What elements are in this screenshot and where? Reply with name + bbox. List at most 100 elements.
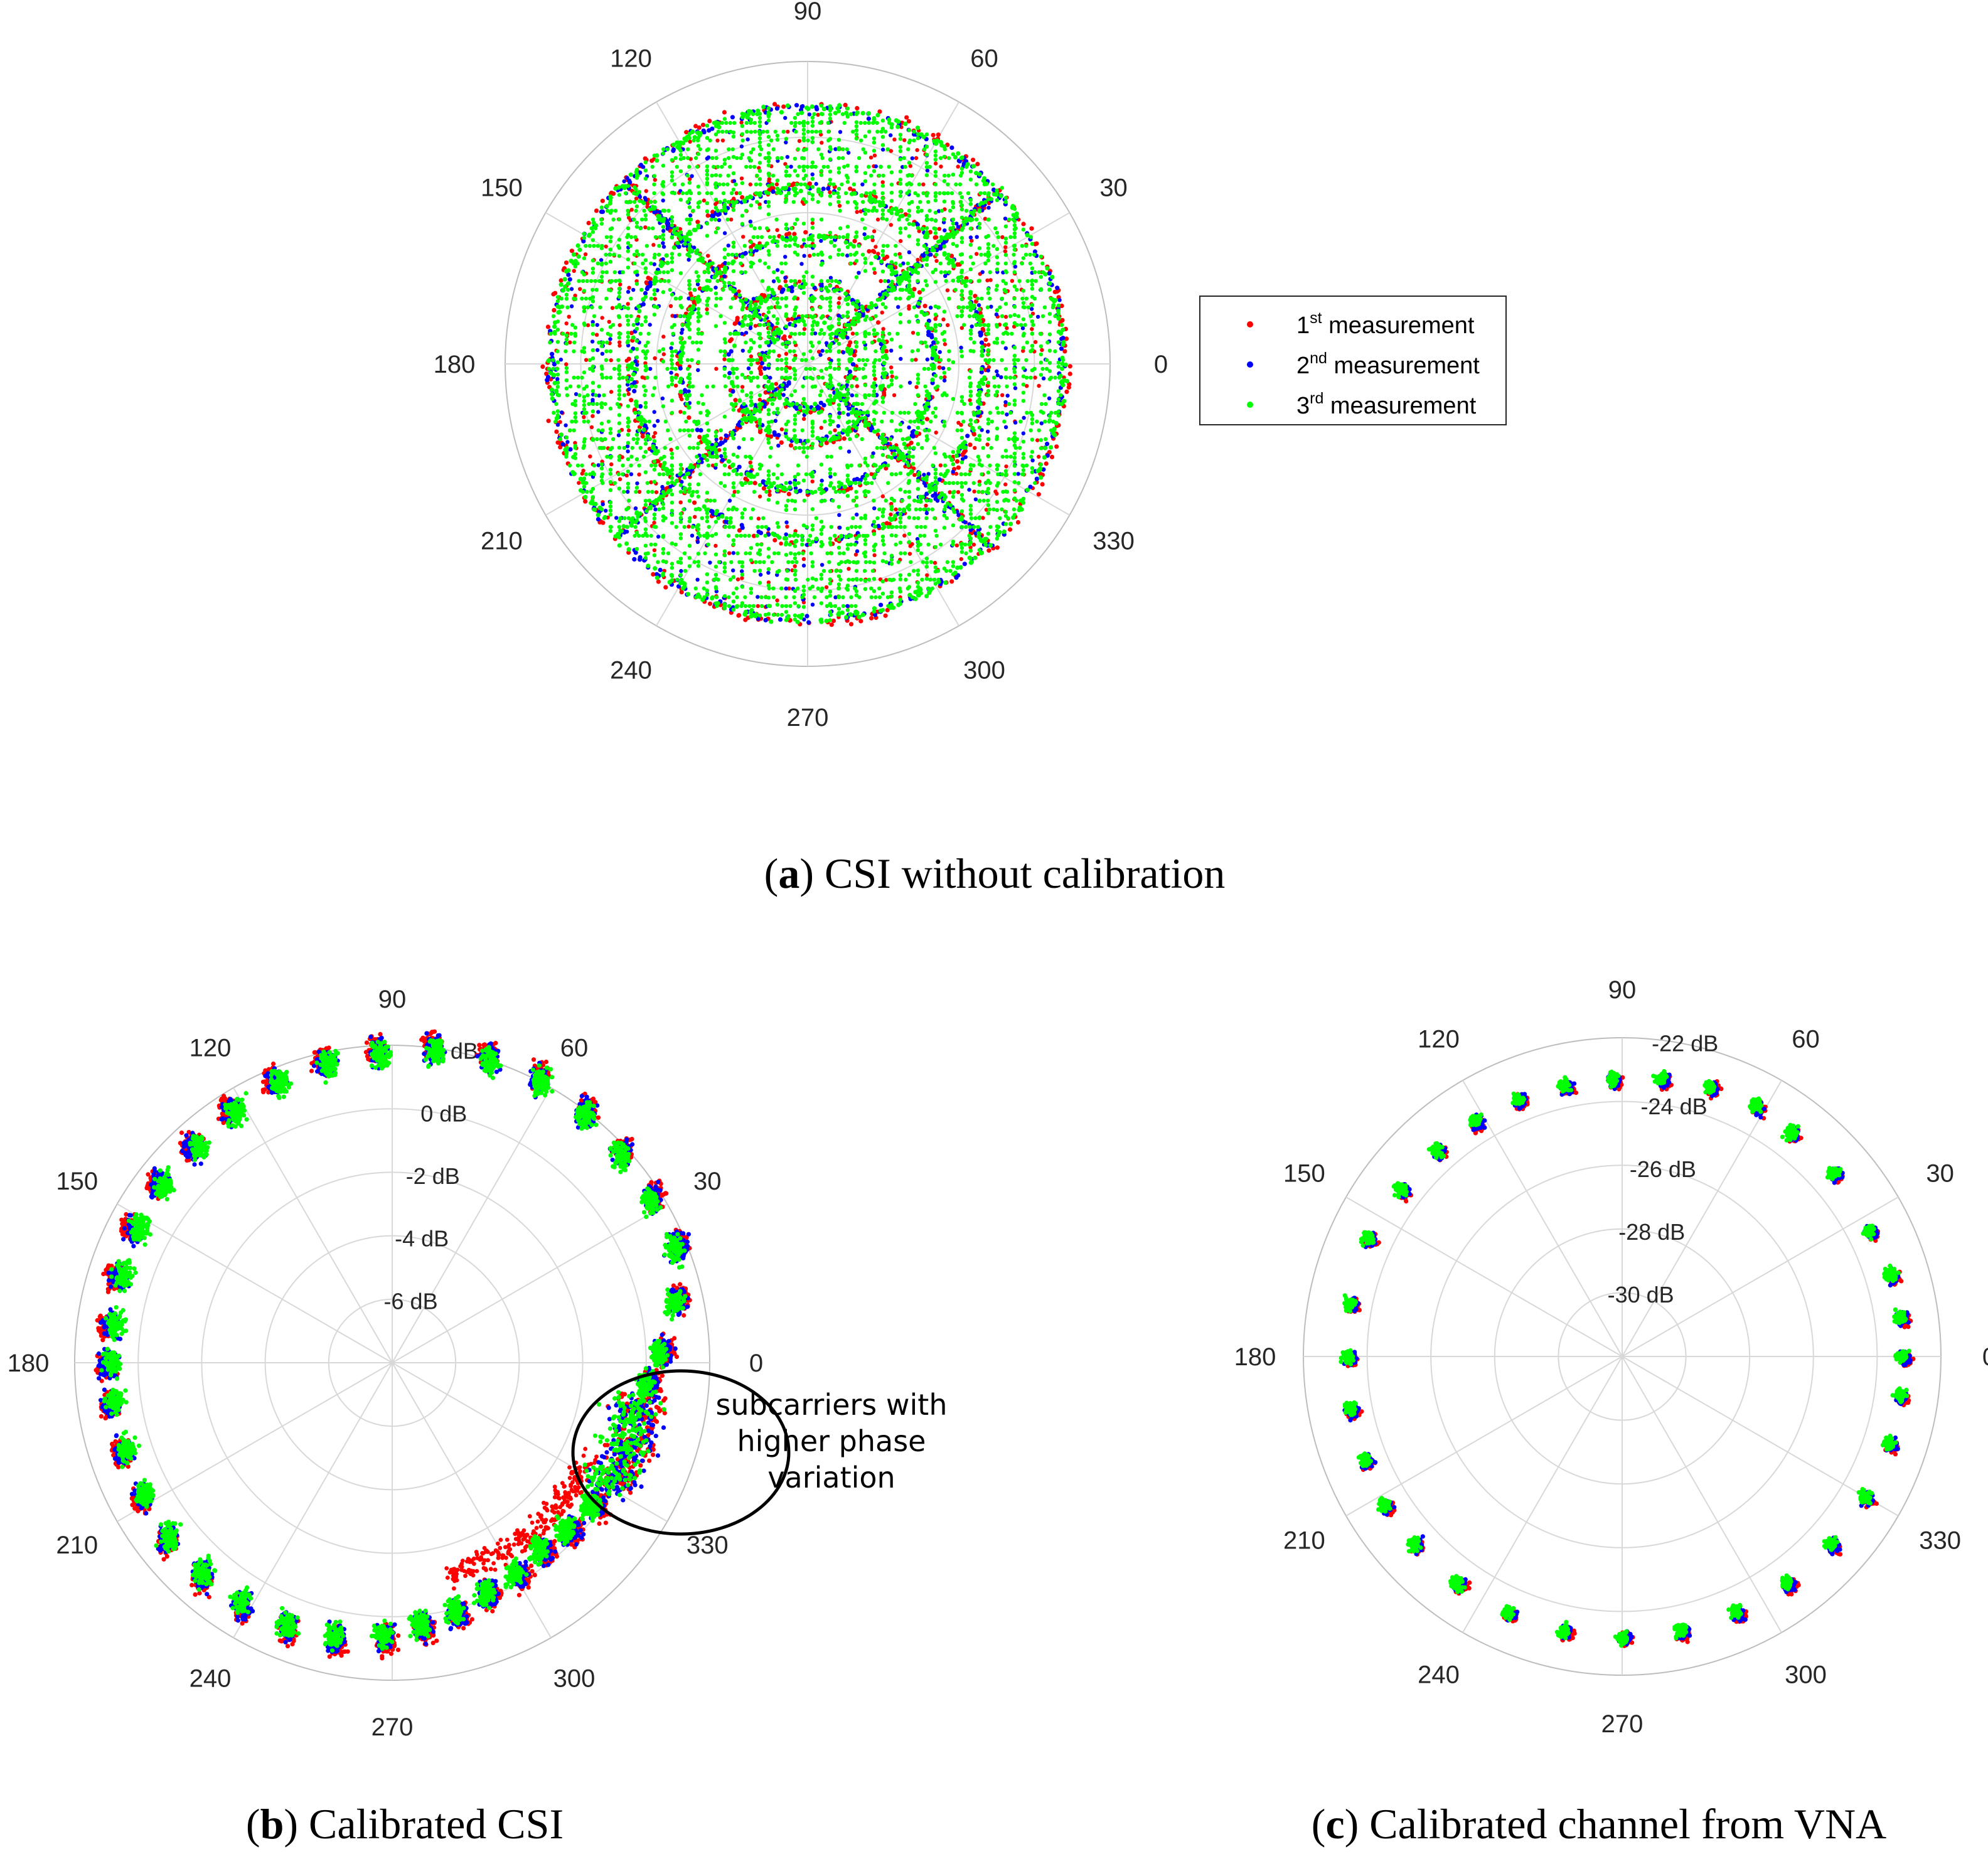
data-point — [663, 419, 668, 424]
data-point — [872, 182, 877, 187]
data-point — [1045, 340, 1050, 345]
data-point — [869, 261, 874, 266]
polar-grid-spoke — [807, 212, 1070, 365]
data-point — [845, 604, 850, 609]
data-point — [603, 402, 607, 407]
data-point — [806, 120, 810, 125]
data-point — [749, 248, 754, 253]
data-point — [755, 358, 759, 363]
data-point — [626, 486, 631, 490]
data-point — [661, 359, 666, 364]
data-point — [696, 307, 701, 311]
data-point — [1028, 261, 1033, 266]
data-point — [727, 551, 732, 555]
data-point — [731, 575, 736, 579]
data-point — [626, 306, 631, 311]
data-point — [912, 138, 916, 143]
data-point — [810, 425, 815, 430]
data-point — [652, 553, 657, 558]
data-point — [687, 205, 692, 210]
data-point — [582, 370, 587, 375]
data-point — [854, 344, 859, 349]
data-point — [793, 564, 797, 568]
data-point — [836, 366, 841, 371]
data-point — [759, 371, 764, 376]
data-point — [1037, 383, 1041, 388]
data-point — [766, 567, 771, 572]
data-point — [889, 149, 894, 153]
data-point — [651, 393, 655, 398]
data-point — [713, 532, 719, 536]
data-point — [789, 164, 793, 169]
data-point — [727, 498, 732, 503]
data-point — [845, 310, 850, 315]
data-point — [933, 182, 938, 187]
data-point — [854, 434, 859, 439]
data-point — [702, 130, 707, 135]
data-point — [1020, 261, 1025, 266]
data-point — [643, 527, 648, 531]
data-point — [845, 546, 850, 551]
data-point — [962, 562, 967, 567]
data-point — [766, 334, 771, 339]
data-point — [730, 252, 735, 257]
data-point — [836, 341, 842, 346]
data-point — [902, 138, 907, 142]
data-point — [634, 282, 639, 286]
data-point — [775, 301, 780, 305]
data-point — [749, 590, 754, 595]
data-point — [653, 356, 657, 361]
data-point — [845, 494, 850, 498]
data-point — [1039, 421, 1044, 425]
data-point — [678, 467, 683, 471]
data-point — [810, 315, 815, 320]
data-point — [558, 358, 564, 362]
data-point — [600, 366, 604, 371]
data-point — [609, 190, 614, 195]
data-point — [661, 225, 666, 229]
data-point — [705, 515, 710, 519]
data-point — [880, 147, 885, 152]
data-point — [1064, 389, 1069, 395]
data-point — [577, 279, 581, 284]
data-point — [670, 500, 675, 505]
data-point — [608, 349, 613, 354]
data-point — [757, 494, 762, 499]
data-point — [793, 115, 798, 120]
data-point — [687, 177, 692, 181]
data-point — [707, 279, 712, 284]
data-point — [965, 434, 970, 439]
data-point — [757, 202, 762, 206]
data-point — [757, 136, 762, 141]
data-point — [749, 587, 754, 591]
data-point — [965, 305, 970, 310]
data-point — [713, 519, 719, 524]
data-point — [884, 305, 888, 310]
data-point — [757, 124, 762, 129]
data-point — [784, 357, 789, 361]
data-point — [638, 162, 644, 168]
data-point — [861, 147, 865, 152]
data-point — [828, 577, 833, 582]
data-point — [695, 220, 700, 225]
data-point — [696, 319, 701, 324]
data-point — [617, 323, 622, 328]
data-point — [887, 164, 891, 169]
data-point — [894, 261, 898, 266]
data-point — [719, 454, 724, 459]
data-point — [661, 179, 666, 184]
data-point — [670, 235, 675, 240]
data-point — [705, 173, 710, 177]
data-point — [992, 384, 997, 389]
data-point — [876, 252, 880, 256]
data-point — [902, 533, 907, 538]
data-point — [661, 147, 666, 152]
data-point — [845, 147, 849, 152]
data-point — [819, 531, 824, 536]
data-point — [786, 287, 791, 292]
data-point — [828, 361, 833, 366]
data-point — [638, 331, 643, 336]
data-point — [948, 208, 953, 213]
data-point — [580, 375, 584, 380]
data-point — [721, 191, 726, 196]
